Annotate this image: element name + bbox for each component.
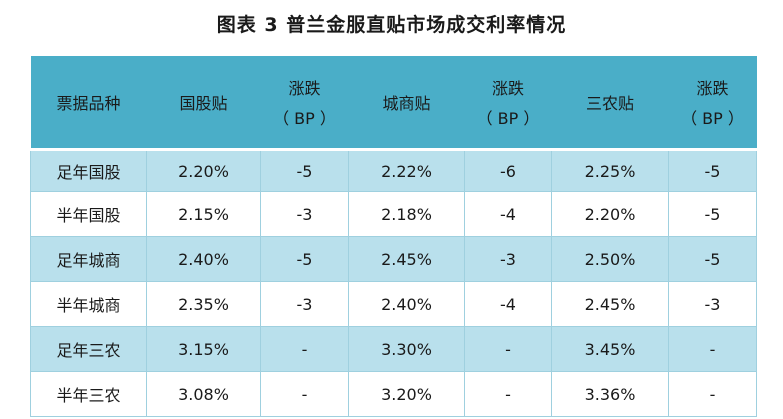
header-unit: （ BP ） <box>681 109 744 128</box>
cell-product: 足年城商 <box>30 236 147 282</box>
cell-change: -3 <box>260 191 349 237</box>
table-title: 图表 3 普兰金服直贴市场成交利率情况 <box>216 14 567 36</box>
table-row: 半年国股 2.15% -3 2.18% -4 2.20% -5 <box>30 191 757 237</box>
header-unit: （ BP ） <box>273 109 336 128</box>
cell-change: - <box>260 371 349 417</box>
header-label: 涨跌 <box>288 79 321 98</box>
cell-change: - <box>464 371 552 417</box>
cell-change: - <box>464 326 552 372</box>
cell-rate: 2.20% <box>551 191 669 237</box>
header-cell-guogu: 国股贴 <box>146 56 261 151</box>
cell-change: -3 <box>260 281 349 327</box>
cell-product: 半年三农 <box>30 371 147 417</box>
cell-product: 足年国股 <box>30 149 147 192</box>
cell-change: - <box>668 371 757 417</box>
cell-rate: 2.45% <box>551 281 669 327</box>
cell-rate: 2.22% <box>348 149 465 192</box>
cell-change: -6 <box>464 149 552 192</box>
table-row: 足年城商 2.40% -5 2.45% -3 2.50% -5 <box>30 236 757 282</box>
cell-change: -5 <box>260 236 349 282</box>
cell-product: 半年国股 <box>30 191 147 237</box>
cell-rate: 2.40% <box>348 281 465 327</box>
cell-rate: 3.45% <box>551 326 669 372</box>
header-label: 涨跌 <box>491 79 524 98</box>
rates-table: 票据品种 国股贴 涨跌 （ BP ） 城商贴 涨跌 （ BP ） 三农贴 涨跌 （ B… <box>30 56 757 417</box>
table-row: 半年三农 3.08% - 3.20% - 3.36% - <box>30 371 757 417</box>
cell-change: -5 <box>668 236 757 282</box>
cell-rate: 2.35% <box>146 281 261 327</box>
header-label: 涨跌 <box>696 79 729 98</box>
cell-rate: 2.18% <box>348 191 465 237</box>
cell-change: -5 <box>260 149 349 192</box>
table-header: 票据品种 国股贴 涨跌 （ BP ） 城商贴 涨跌 （ BP ） 三农贴 涨跌 （ B… <box>30 56 757 151</box>
header-label: 城商贴 <box>382 94 431 113</box>
cell-rate: 3.15% <box>146 326 261 372</box>
table-row: 足年国股 2.20% -5 2.22% -6 2.25% -5 <box>30 149 757 192</box>
cell-rate: 2.45% <box>348 236 465 282</box>
cell-rate: 2.50% <box>551 236 669 282</box>
header-cell-chengshang-change: 涨跌 （ BP ） <box>464 56 552 151</box>
cell-rate: 3.08% <box>146 371 261 417</box>
cell-product: 半年城商 <box>30 281 147 327</box>
table-row: 足年三农 3.15% - 3.30% - 3.45% - <box>30 326 757 372</box>
cell-product: 足年三农 <box>30 326 147 372</box>
cell-rate: 2.15% <box>146 191 261 237</box>
header-cell-guogu-change: 涨跌 （ BP ） <box>260 56 349 151</box>
cell-change: -4 <box>464 281 552 327</box>
cell-change: -3 <box>464 236 552 282</box>
cell-rate: 2.25% <box>551 149 669 192</box>
header-cell-chengshang: 城商贴 <box>348 56 465 151</box>
cell-rate: 3.30% <box>348 326 465 372</box>
cell-change: -4 <box>464 191 552 237</box>
header-cell-sannong-change: 涨跌 （ BP ） <box>668 56 757 151</box>
header-unit: （ BP ） <box>476 109 540 128</box>
cell-change: - <box>668 326 757 372</box>
cell-rate: 3.36% <box>551 371 669 417</box>
header-cell-product: 票据品种 <box>30 56 147 151</box>
header-cell-sannong: 三农贴 <box>551 56 669 151</box>
header-row: 票据品种 国股贴 涨跌 （ BP ） 城商贴 涨跌 （ BP ） 三农贴 涨跌 （ B… <box>30 56 757 151</box>
cell-change: -5 <box>668 149 757 192</box>
cell-change: -3 <box>668 281 757 327</box>
cell-rate: 2.20% <box>146 149 261 192</box>
cell-change: -5 <box>668 191 757 237</box>
table-body: 足年国股 2.20% -5 2.22% -6 2.25% -5 半年国股 2.1… <box>30 149 757 417</box>
header-label: 三农贴 <box>585 94 634 113</box>
table-row: 半年城商 2.35% -3 2.40% -4 2.45% -3 <box>30 281 757 327</box>
cell-rate: 3.20% <box>348 371 465 417</box>
cell-change: - <box>260 326 349 372</box>
cell-rate: 2.40% <box>146 236 261 282</box>
header-label: 票据品种 <box>56 94 121 113</box>
header-label: 国股贴 <box>179 94 228 113</box>
